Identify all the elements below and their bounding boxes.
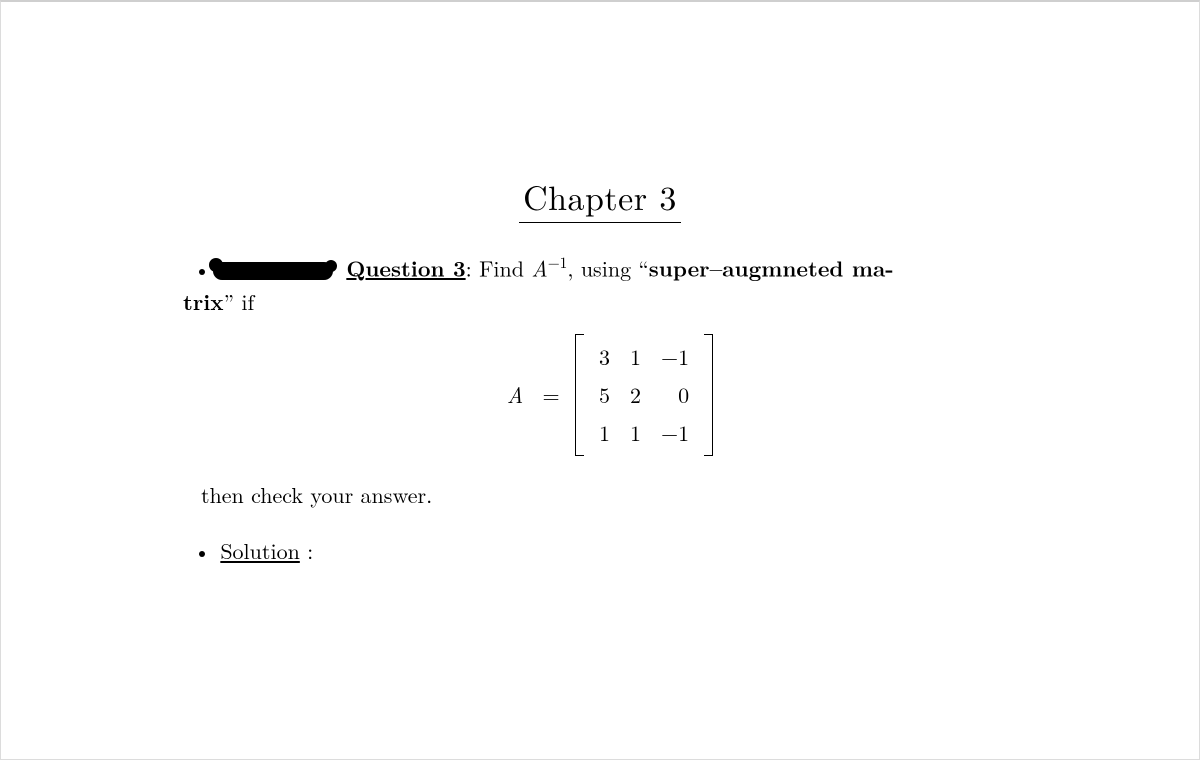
question-line2: trix” if: [201, 285, 1019, 319]
matrix-cell: 5: [589, 376, 620, 414]
matrix-table: 3 1 −1 5 2 0 1 1 −1: [589, 338, 699, 452]
matrix: 3 1 −1 5 2 0 1 1 −1: [575, 334, 713, 456]
matrix-cell: 3: [589, 338, 620, 376]
bullet-icon: [199, 551, 205, 557]
matrix-row: 3 1 −1: [589, 338, 699, 376]
matrix-row: 1 1 −1: [589, 414, 699, 452]
matrix-cell: −1: [651, 338, 699, 376]
math-sup: −1: [548, 252, 568, 273]
question-tail: ” if: [224, 286, 255, 317]
question-block: Question 3: Find A−1, using “super–augmn…: [219, 251, 1019, 320]
matrix-cell: 1: [620, 338, 651, 376]
math-var-A: A: [531, 252, 547, 283]
bold-phrase-cont: trix: [183, 286, 224, 317]
page: Chapter 3 Question 3: Find A−1, using “s…: [0, 0, 1200, 760]
question-text-2: , using “: [567, 252, 648, 283]
matrix-cell: −1: [651, 414, 699, 452]
content: Question 3: Find A−1, using “super–augmn…: [201, 251, 1019, 568]
matrix-equation: A = 3 1 −1 5 2 0 1: [201, 334, 1019, 456]
question-label: Question 3: [346, 252, 465, 283]
matrix-cell: 0: [651, 376, 699, 414]
bracket-left-icon: [575, 334, 584, 456]
bold-phrase: super–augmneted ma-: [649, 252, 894, 283]
chapter-title: Chapter 3: [1, 172, 1199, 223]
matrix-cell: 2: [620, 376, 651, 414]
matrix-row: 5 2 0: [589, 376, 699, 414]
matrix-cell: 1: [589, 414, 620, 452]
redaction-bar: [213, 262, 333, 280]
eq-var: A: [507, 378, 523, 412]
bullet-icon: [199, 269, 205, 275]
eq-sign: =: [543, 378, 560, 412]
solution-label: Solution: [220, 535, 300, 566]
solution-block: Solution :: [219, 534, 1019, 568]
matrix-cell: 1: [620, 414, 651, 452]
chapter-title-text: Chapter 3: [519, 172, 681, 223]
question-text-1: : Find: [466, 252, 532, 283]
bracket-right-icon: [704, 334, 713, 456]
solution-colon: :: [300, 535, 313, 566]
then-text: then check your answer.: [201, 478, 1019, 512]
